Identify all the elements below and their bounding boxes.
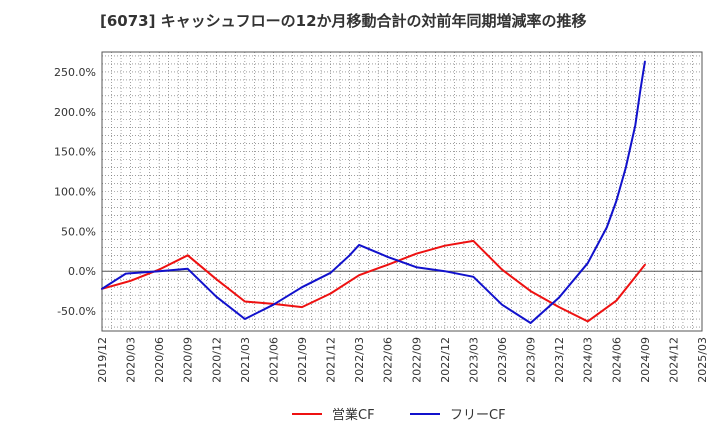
data-point	[301, 286, 303, 288]
y-tick-label: 200.0%	[54, 106, 96, 119]
x-tick-label: 2022/06	[382, 337, 395, 383]
x-tick-label: 2020/03	[125, 337, 138, 383]
y-tick-label: -50.0%	[57, 305, 96, 318]
x-tick-label: 2020/12	[210, 337, 223, 383]
data-point	[301, 306, 303, 308]
y-tick-label: 150.0%	[54, 146, 96, 159]
x-tick-label: 2022/12	[439, 337, 452, 383]
data-point	[606, 226, 608, 228]
data-point	[625, 166, 627, 168]
chart-title: [6073] キャッシュフローの12か月移動合計の対前年同期増減率の推移	[100, 12, 587, 30]
data-point	[587, 320, 589, 322]
data-point	[272, 303, 274, 305]
x-tick-label: 2023/03	[467, 337, 480, 383]
x-tick-label: 2022/09	[410, 337, 423, 383]
data-point	[558, 306, 560, 308]
x-tick-label: 2025/03	[696, 337, 709, 383]
grid-layer	[101, 51, 703, 332]
series-line-1	[101, 239, 646, 323]
data-point	[244, 300, 246, 302]
data-point	[387, 256, 389, 258]
data-point	[348, 254, 350, 256]
data-point	[387, 264, 389, 266]
data-point	[472, 240, 474, 242]
data-point	[501, 303, 503, 305]
x-tick-label: 2023/09	[525, 337, 538, 383]
x-tick-label: 2022/03	[353, 337, 366, 383]
data-point	[615, 300, 617, 302]
x-tick-label: 2019/12	[96, 337, 109, 383]
axis-layer: -50.0% 0.0% 50.0% 100.0% 150.0% 200.0% 250.0% 2…	[54, 66, 709, 383]
y-tick-label: 0.0%	[68, 265, 96, 278]
x-tick-label: 2023/06	[496, 337, 509, 383]
data-point	[615, 200, 617, 202]
data-point	[415, 266, 417, 268]
data-point	[244, 318, 246, 320]
data-point	[358, 244, 360, 246]
y-tick-label: 50.0%	[61, 225, 96, 238]
x-tick-label: 2021/06	[267, 337, 280, 383]
x-tick-label: 2020/09	[182, 337, 195, 383]
data-point	[101, 288, 103, 290]
data-point	[187, 268, 189, 270]
x-tick-label: 2021/03	[239, 337, 252, 383]
x-tick-label: 2023/12	[553, 337, 566, 383]
data-point	[529, 290, 531, 292]
x-tick-label: 2024/06	[610, 337, 623, 383]
data-point	[587, 262, 589, 264]
data-point	[644, 264, 646, 266]
data-point	[129, 280, 131, 282]
data-point	[558, 296, 560, 298]
x-tick-label: 2024/09	[639, 337, 652, 383]
data-point	[125, 272, 127, 274]
data-point	[472, 276, 474, 278]
data-point	[215, 278, 217, 280]
y-tick-label: 250.0%	[54, 66, 96, 79]
data-point	[187, 254, 189, 256]
x-tick-label: 2024/03	[582, 337, 595, 383]
data-point	[644, 60, 646, 62]
legend: 営業CF フリーCF	[292, 407, 506, 423]
series-layer	[101, 60, 646, 324]
data-point	[634, 124, 636, 126]
plot-frame	[101, 51, 703, 332]
data-point	[358, 274, 360, 276]
data-point	[529, 322, 531, 324]
data-point	[215, 296, 217, 298]
data-point	[444, 245, 446, 247]
x-tick-label: 2021/09	[296, 337, 309, 383]
data-point	[501, 268, 503, 270]
legend-label: フリーCF	[450, 408, 506, 423]
data-point	[329, 292, 331, 294]
data-point	[639, 91, 641, 93]
x-tick-label: 2020/06	[153, 337, 166, 383]
legend-label: 営業CF	[332, 407, 375, 423]
series-line-2	[101, 60, 646, 324]
x-tick-label: 2021/12	[325, 337, 338, 383]
data-point	[444, 270, 446, 272]
data-point	[158, 270, 160, 272]
data-point	[415, 252, 417, 254]
y-tick-label: 100.0%	[54, 186, 96, 199]
data-point	[329, 272, 331, 274]
x-tick-label: 2024/12	[667, 337, 680, 383]
